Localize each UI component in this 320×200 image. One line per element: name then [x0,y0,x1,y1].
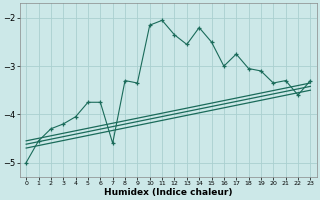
X-axis label: Humidex (Indice chaleur): Humidex (Indice chaleur) [104,188,233,197]
